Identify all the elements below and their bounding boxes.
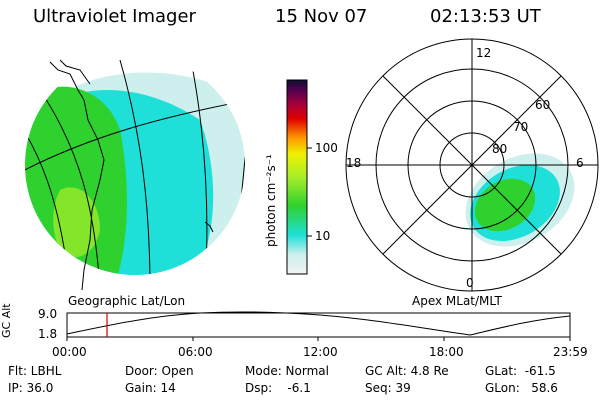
polar-grid <box>345 38 599 292</box>
mlt-label-12: 12 <box>476 46 492 60</box>
time-tick-1200: 12:00 <box>303 345 338 359</box>
instrument-title: Ultraviolet Imager <box>33 6 196 27</box>
geographic-image <box>25 55 245 275</box>
colorbar-tick-100: 100 <box>315 141 338 155</box>
date-label: 15 Nov 07 <box>275 6 368 27</box>
status-gain: Gain: 14 <box>125 381 176 395</box>
time-tick-0600: 06:00 <box>178 345 213 359</box>
colorbar-unit-label: photon cm⁻²s⁻¹ <box>264 154 278 247</box>
status-glat: GLat: -61.5 <box>485 364 556 378</box>
time-tick-0000: 00:00 <box>52 345 87 359</box>
status-flt: Flt: LBHL <box>8 364 62 378</box>
altitude-tick-low: 1.8 <box>38 327 58 341</box>
mlat-label-60: 60 <box>535 98 551 112</box>
status-seq: Seq: 39 <box>365 381 411 395</box>
time-tick-1800: 18:00 <box>429 345 464 359</box>
mlt-label-0: 0 <box>466 276 474 290</box>
left-panel-label: Geographic Lat/Lon <box>68 294 186 308</box>
colorbar-tick-10: 10 <box>315 229 331 243</box>
coastline <box>49 59 105 291</box>
mlt-label-6: 6 <box>576 156 584 170</box>
mlt-label-18: 18 <box>346 156 362 170</box>
time-label: 02:13:53 UT <box>430 6 541 27</box>
mlat-label-80: 80 <box>492 142 508 156</box>
status-gc-alt: GC Alt: 4.8 Re <box>365 364 449 378</box>
mlat-label-70: 70 <box>513 120 529 134</box>
altitude-curve <box>66 311 571 336</box>
status-ip: IP: 36.0 <box>8 381 54 395</box>
status-mode: Mode: Normal <box>245 364 329 378</box>
altitude-tick-high: 9.0 <box>38 307 58 321</box>
altitude-strip <box>66 311 571 341</box>
altitude-axis-label: GC Alt <box>0 303 13 338</box>
polar-image <box>465 153 575 247</box>
colorbar <box>286 79 308 275</box>
coastline-stub <box>204 221 214 233</box>
status-dsp: Dsp: -6.1 <box>245 381 311 395</box>
status-door: Door: Open <box>125 364 194 378</box>
status-glon: GLon: 58.6 <box>485 381 558 395</box>
time-tick-2359: 23:59 <box>553 345 588 359</box>
right-panel-label: Apex MLat/MLT <box>412 294 502 308</box>
